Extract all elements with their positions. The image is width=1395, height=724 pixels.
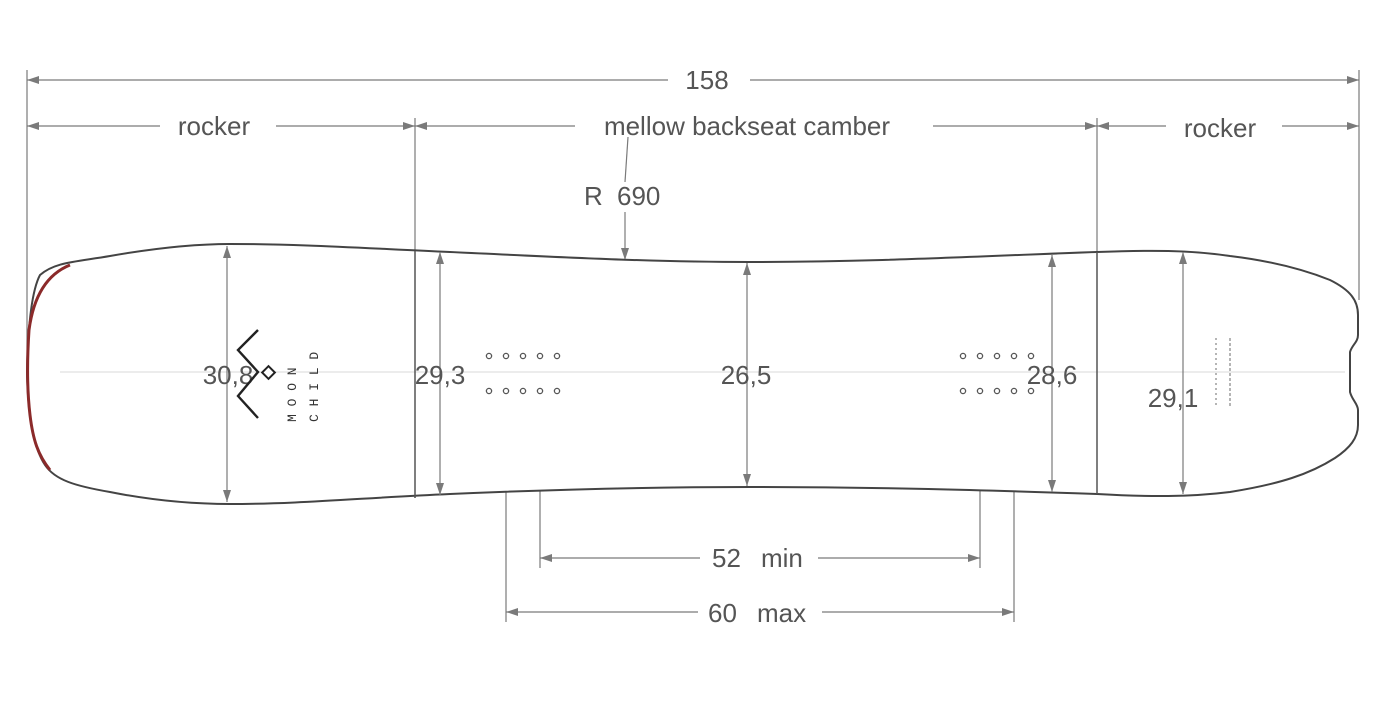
insert-hole [1010,352,1018,360]
snowboard-outline [25,242,1359,506]
insert-hole [502,387,510,395]
insert-hole [976,352,984,360]
insert-hole [485,352,493,360]
rear-insert-pattern [959,352,1035,395]
stance-max-value: 60 [708,598,737,628]
tail-rocker-label: rocker [1184,113,1257,143]
moonchild-logo: M O O N C H I L D [236,329,322,422]
nose-rocker-label: rocker [178,111,251,141]
tail-contact-width-label: 28,6 [1027,360,1078,390]
insert-hole [993,352,1001,360]
stance-min-value: 52 [712,543,741,573]
insert-hole [519,387,527,395]
tail-width-label: 29,1 [1148,383,1199,413]
insert-hole [502,352,510,360]
width-dimensions: 30,8 29,3 26,5 28,6 29,1 [203,246,1199,502]
nose-width-label: 30,8 [203,360,254,390]
front-insert-pattern [485,352,561,395]
zone-dimensions: rocker mellow backseat camber rocker [27,111,1359,143]
insert-hole [959,352,967,360]
logo-line-1: M O O N [285,367,300,422]
insert-hole [959,387,967,395]
insert-hole [519,352,527,360]
nose-edge [26,263,71,471]
stance-min-label: min [761,543,803,573]
waist-width-label: 26,5 [721,360,772,390]
radius-prefix: R [584,181,603,211]
stance-max-label: max [757,598,806,628]
insert-hole [1027,387,1035,395]
nose-contact-width-label: 29,3 [415,360,466,390]
overall-length-label: 158 [685,65,728,95]
insert-hole [553,352,561,360]
sidecut-radius-leader: R 690 [584,136,660,260]
tail-graphic [1215,338,1231,408]
logo-chevron [236,329,260,419]
insert-hole [485,387,493,395]
logo-diamond [260,364,277,381]
insert-hole [536,352,544,360]
logo-line-2: C H I L D [307,352,322,422]
stance-dimensions: 52 min 60 max [506,543,1014,628]
insert-hole [1027,352,1035,360]
radius-value: 690 [617,181,660,211]
camber-label: mellow backseat camber [604,111,890,141]
insert-hole [553,387,561,395]
overall-length-dimension: 158 [27,65,1359,95]
insert-hole [993,387,1001,395]
insert-hole [976,387,984,395]
insert-hole [536,387,544,395]
insert-hole [1010,387,1018,395]
